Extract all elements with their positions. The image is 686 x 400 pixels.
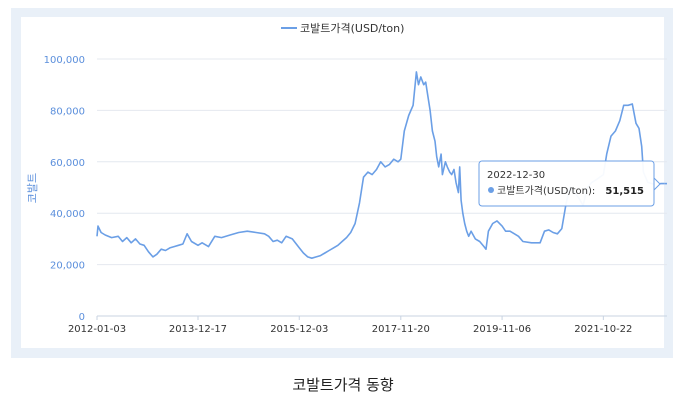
x-axis-ticks: 2012-01-03 2013-12-17 2015-12-03 2017-11-20… xyxy=(68,324,632,335)
y-tick-label: 100,000 xyxy=(44,55,85,66)
tooltip-date: 2022-12-30 xyxy=(487,170,545,181)
tooltip-value: 51,515 xyxy=(605,186,644,197)
y-axis-ticks: 0 20,000 40,000 60,000 80,000 100,000 xyxy=(44,55,85,323)
tooltip-box xyxy=(478,160,655,207)
y-axis-title: 코발트 xyxy=(26,173,39,203)
x-tick-label: 2015-12-03 xyxy=(270,324,328,335)
y-tick-label: 0 xyxy=(79,312,85,323)
x-tick-label: 2013-12-17 xyxy=(169,324,227,335)
y-tick-label: 20,000 xyxy=(50,261,85,272)
cobalt-price-chart: 코발트가격(USD/ton) 코발트 0 20,000 40,000 60,000 80… xyxy=(26,22,667,335)
y-tick-label: 80,000 xyxy=(50,106,85,117)
x-tick-label: 2017-11-20 xyxy=(372,324,430,335)
x-tick-label: 2019-11-06 xyxy=(473,324,531,335)
grid-lines xyxy=(96,58,667,320)
x-tick-label: 2021-10-22 xyxy=(574,324,632,335)
legend[interactable]: 코발트가격(USD/ton) xyxy=(281,22,404,35)
tooltip-series-label: 코발트가격(USD/ton): xyxy=(497,184,595,197)
figure-caption: 코발트가격 동향 xyxy=(292,376,394,394)
tooltip-pointer xyxy=(653,176,661,192)
legend-label: 코발트가격(USD/ton) xyxy=(300,22,404,35)
hover-tooltip: 2022-12-30 코발트가격(USD/ton): 51,515 xyxy=(478,160,661,207)
tooltip-series-marker xyxy=(488,187,494,193)
y-tick-label: 40,000 xyxy=(50,209,85,220)
x-tick-label: 2012-01-03 xyxy=(68,324,126,335)
y-tick-label: 60,000 xyxy=(50,158,85,169)
